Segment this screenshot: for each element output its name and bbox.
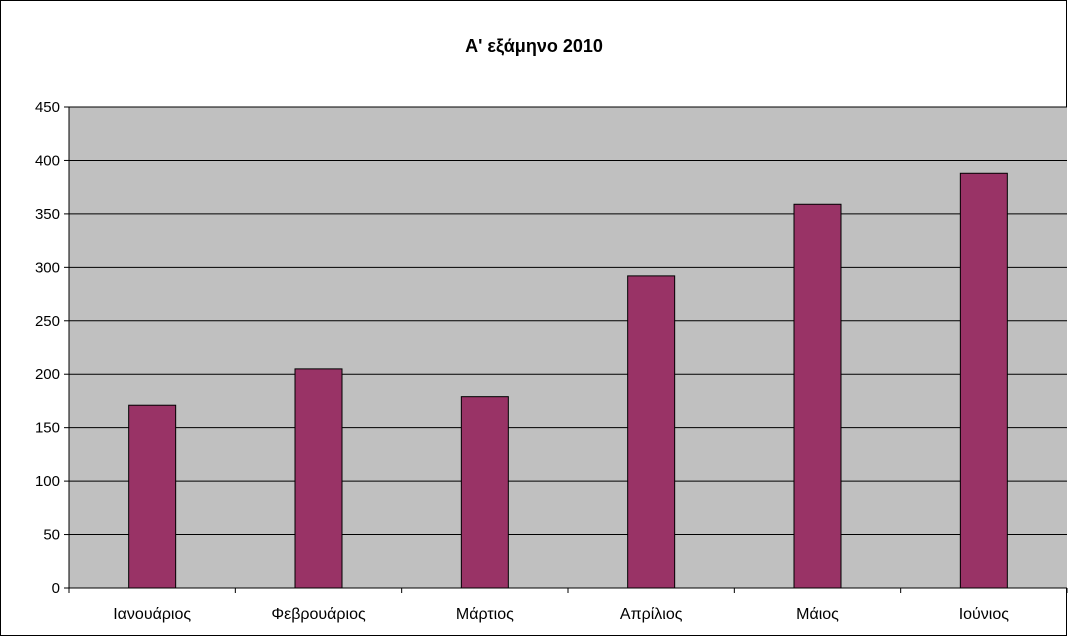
bar bbox=[627, 275, 676, 589]
y-tick-label: 150 bbox=[35, 420, 60, 437]
y-tick-label: 450 bbox=[35, 99, 60, 116]
bar bbox=[294, 368, 343, 589]
plot-area: 0 50 100 150 200 250 300 350 400 450 Ιανουάριος Φεβ… bbox=[35, 99, 1068, 623]
x-tick-label: Ιούνιος bbox=[959, 606, 1010, 623]
bar bbox=[128, 404, 177, 589]
x-tick-label: Μάρτιος bbox=[456, 606, 514, 623]
plot-background bbox=[69, 107, 1067, 588]
x-tick-label: Ιανουάριος bbox=[113, 606, 191, 623]
y-tick-label: 200 bbox=[35, 366, 60, 383]
y-tick-label: 50 bbox=[43, 527, 60, 544]
x-tick-label: Μάιος bbox=[796, 606, 839, 623]
y-tick-label: 250 bbox=[35, 313, 60, 330]
bar bbox=[460, 396, 509, 589]
y-tick-label: 0 bbox=[52, 580, 60, 597]
bar bbox=[793, 203, 842, 589]
y-tick-label: 100 bbox=[35, 473, 60, 490]
x-tick-label: Απρίλιος bbox=[620, 606, 683, 623]
x-tick-label: Φεβρουάριος bbox=[271, 606, 366, 623]
y-tick-label: 400 bbox=[35, 152, 60, 169]
bar bbox=[959, 172, 1008, 589]
chart-title: Α' εξάμηνο 2010 bbox=[465, 36, 603, 57]
y-tick-label: 350 bbox=[35, 206, 60, 223]
y-tick-label: 300 bbox=[35, 259, 60, 276]
